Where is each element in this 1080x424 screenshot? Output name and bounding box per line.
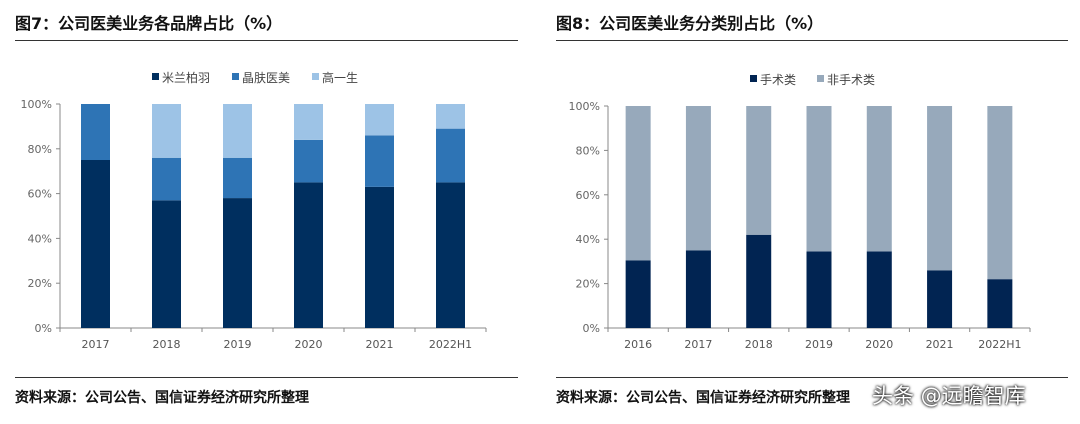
x-tick-label: 2022H1 — [429, 338, 472, 351]
left-source-rule — [15, 377, 518, 378]
x-tick-label: 2019 — [224, 338, 252, 351]
bar-segment — [987, 106, 1013, 280]
y-tick-label: 60% — [576, 189, 600, 202]
bar-segment — [223, 104, 252, 158]
y-tick-label: 0% — [583, 322, 600, 335]
bar-segment — [365, 135, 394, 187]
left-chart: 米兰柏羽 晶肤医美 高一生 0% 20% 40% 60% 80% 100% 2017 2018 201… — [21, 70, 487, 351]
bar-segment — [746, 234, 772, 328]
bar-segment — [685, 106, 711, 251]
legend-label: 非手术类 — [827, 73, 875, 87]
bar-segment — [152, 157, 181, 201]
bar-segment — [436, 128, 465, 183]
left-source: 资料来源：公司公告、国信证券经济研究所整理 — [15, 390, 309, 406]
left-title-rule — [15, 40, 518, 41]
legend-swatch — [817, 75, 824, 82]
bar-segment — [866, 106, 892, 252]
y-tick-label: 80% — [576, 144, 600, 157]
bar-segment — [436, 104, 465, 129]
bar-segment — [81, 160, 110, 328]
right-title-rule — [556, 40, 1068, 41]
bar-segment — [806, 251, 832, 328]
y-tick-label: 100% — [21, 98, 52, 111]
right-chart: 手术类 非手术类 0% 20% 40% 60% 80% 100% 2016 2017 2018 201… — [569, 73, 1031, 351]
bar-segment — [806, 106, 832, 252]
legend-swatch — [232, 73, 239, 80]
right-source-rule — [556, 377, 1068, 378]
bar-segment — [152, 200, 181, 328]
bar-segment — [152, 104, 181, 158]
y-tick-label: 60% — [28, 188, 52, 201]
bar-segment — [746, 106, 772, 235]
bar-segment — [223, 157, 252, 199]
legend-label: 手术类 — [760, 73, 796, 87]
x-tick-label: 2017 — [684, 338, 712, 351]
legend-swatch — [750, 75, 757, 82]
y-tick-label: 20% — [28, 277, 52, 290]
x-tick-label: 2018 — [745, 338, 773, 351]
bar-segment — [436, 182, 465, 328]
bar-segment — [625, 106, 651, 261]
y-tick-label: 80% — [28, 143, 52, 156]
right-source: 资料来源：公司公告、国信证券经济研究所整理 — [556, 390, 850, 406]
legend-swatch — [312, 73, 319, 80]
bar-segment — [927, 106, 953, 271]
y-tick-label: 100% — [569, 100, 600, 113]
bar-segment — [927, 270, 953, 328]
bar-segment — [365, 186, 394, 328]
legend-label: 米兰柏羽 — [162, 70, 210, 85]
bar-segment — [625, 260, 651, 328]
x-tick-label: 2022H1 — [978, 338, 1021, 351]
right-chart-title: 图8：公司医美业务分类别占比（%） — [556, 14, 824, 33]
x-tick-label: 2016 — [624, 338, 652, 351]
bar-segment — [294, 139, 323, 183]
legend-label: 晶肤医美 — [242, 70, 290, 85]
watermark: 头条 @远瞻智库 — [872, 384, 1026, 408]
left-chart-title: 图7：公司医美业务各品牌占比（%） — [15, 14, 283, 33]
y-tick-label: 40% — [28, 232, 52, 245]
bar-segment — [294, 182, 323, 328]
x-tick-label: 2021 — [926, 338, 954, 351]
y-tick-label: 20% — [576, 278, 600, 291]
legend-swatch — [152, 73, 159, 80]
bar-segment — [987, 279, 1013, 328]
x-tick-label: 2017 — [82, 338, 110, 351]
bar-segment — [866, 251, 892, 328]
y-tick-label: 0% — [35, 322, 52, 335]
bar-segment — [223, 198, 252, 328]
y-tick-label: 40% — [576, 233, 600, 246]
bar-segment — [365, 104, 394, 136]
x-tick-label: 2018 — [153, 338, 181, 351]
bar-segment — [685, 250, 711, 328]
x-tick-label: 2021 — [366, 338, 394, 351]
bar-segment — [81, 104, 110, 160]
bar-segment — [294, 104, 323, 140]
legend-label: 高一生 — [322, 70, 358, 85]
x-tick-label: 2019 — [805, 338, 833, 351]
x-tick-label: 2020 — [865, 338, 893, 351]
x-tick-label: 2020 — [295, 338, 323, 351]
